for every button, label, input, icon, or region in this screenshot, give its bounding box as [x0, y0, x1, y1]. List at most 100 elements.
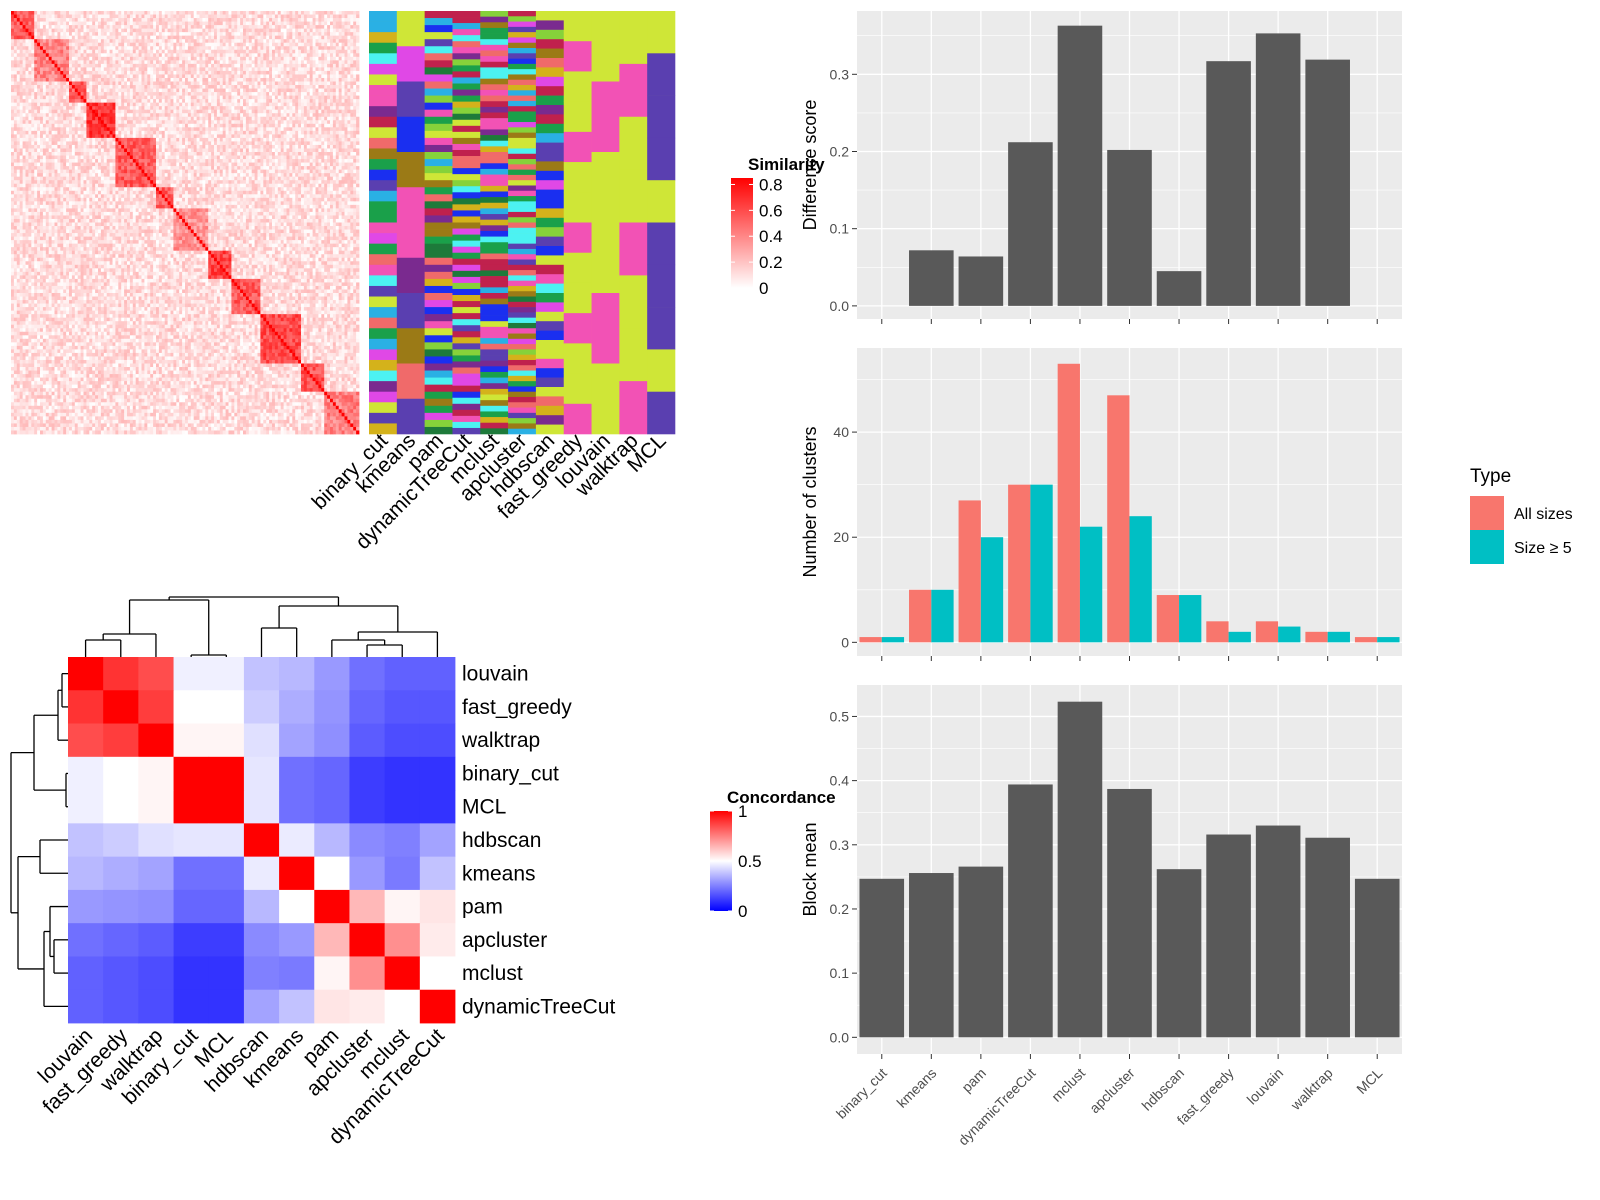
similarity-cell: [144, 88, 148, 93]
similarity-cell: [179, 70, 183, 75]
similarity-cell: [45, 46, 50, 51]
similarity-cell: [34, 123, 38, 128]
similarity-cell: [353, 113, 357, 118]
similarity-cell: [60, 116, 64, 121]
similarity-cell: [57, 39, 61, 44]
similarity-cell: [234, 113, 238, 118]
similarity-cell: [57, 63, 61, 68]
similarity-cell: [222, 88, 226, 93]
similarity-cell: [156, 155, 160, 160]
similarity-cell: [22, 99, 26, 104]
similarity-cell: [309, 49, 313, 54]
similarity-cell: [106, 106, 110, 111]
similarity-cell: [327, 32, 331, 37]
similarity-cell: [48, 120, 52, 125]
similarity-cell: [193, 144, 197, 149]
similarity-cell: [16, 95, 21, 100]
similarity-cell: [129, 77, 134, 82]
similarity-cell: [80, 113, 84, 118]
similarity-cell: [48, 77, 52, 82]
similarity-cell: [315, 39, 319, 44]
similarity-cell: [28, 127, 32, 132]
similarity-cell: [228, 99, 232, 104]
similarity-cell: [335, 127, 340, 132]
similarity-cell: [28, 46, 32, 51]
similarity-cell: [118, 102, 122, 107]
similarity-cell: [312, 81, 316, 86]
similarity-cell: [16, 88, 21, 93]
similarity-cell: [254, 18, 258, 22]
similarity-cell: [205, 18, 209, 22]
similarity-cell: [150, 63, 154, 68]
similarity-cell: [356, 74, 360, 79]
similarity-cell: [86, 130, 90, 135]
similarity-cell: [112, 35, 116, 40]
similarity-cell: [124, 152, 128, 156]
similarity-cell: [34, 70, 38, 75]
similarity-cell: [158, 113, 163, 118]
similarity-cell: [211, 39, 215, 44]
similarity-cell: [164, 123, 168, 128]
similarity-cell: [309, 113, 313, 118]
similarity-cell: [109, 25, 113, 30]
similarity-cell: [237, 95, 241, 100]
similarity-cell: [263, 141, 267, 146]
similarity-cell: [19, 74, 23, 79]
similarity-cell: [234, 11, 238, 15]
similarity-cell: [124, 113, 128, 118]
similarity-cell: [341, 77, 345, 82]
similarity-cell: [182, 88, 186, 93]
similarity-cell: [83, 127, 87, 132]
similarity-cell: [301, 148, 305, 153]
similarity-cell: [347, 113, 351, 118]
similarity-cell: [63, 74, 67, 79]
similarity-cell: [71, 25, 76, 30]
similarity-cell: [40, 18, 44, 22]
similarity-cell: [60, 53, 64, 58]
similarity-cell: [63, 106, 67, 111]
similarity-cell: [295, 141, 299, 146]
similarity-cell: [153, 144, 157, 149]
similarity-cell: [347, 11, 351, 15]
similarity-cell: [187, 113, 192, 118]
similarity-cell: [153, 106, 157, 111]
similarity-cell: [243, 106, 247, 111]
similarity-cell: [132, 39, 137, 44]
similarity-cell: [28, 155, 32, 160]
similarity-cell: [257, 144, 261, 149]
similarity-cell: [45, 77, 50, 82]
similarity-cell: [245, 60, 250, 65]
similarity-cell: [199, 56, 203, 61]
similarity-cell: [251, 70, 255, 75]
similarity-cell: [240, 39, 244, 44]
similarity-cell: [347, 46, 351, 51]
similarity-cell: [95, 63, 99, 68]
similarity-cell: [144, 35, 148, 40]
similarity-cell: [214, 95, 218, 100]
similarity-cell: [263, 53, 267, 58]
similarity-cell: [71, 49, 76, 54]
similarity-cell: [263, 106, 267, 111]
similarity-cell: [100, 28, 105, 33]
similarity-cell: [190, 109, 195, 114]
similarity-cell: [124, 53, 128, 58]
similarity-cell: [170, 21, 174, 26]
similarity-cell: [86, 35, 90, 40]
similarity-cell: [356, 99, 360, 104]
similarity-cell: [332, 116, 337, 121]
similarity-cell: [153, 14, 157, 19]
similarity-cell: [129, 32, 134, 37]
similarity-cell: [187, 130, 192, 135]
similarity-cell: [347, 116, 351, 121]
similarity-cell: [274, 99, 279, 104]
similarity-cell: [234, 35, 238, 40]
similarity-cell: [263, 32, 267, 37]
similarity-cell: [60, 102, 64, 107]
similarity-cell: [153, 74, 157, 79]
similarity-cell: [353, 148, 357, 153]
similarity-cell: [150, 152, 154, 156]
similarity-cell: [158, 25, 163, 30]
similarity-cell: [283, 148, 287, 153]
similarity-cell: [179, 46, 183, 51]
similarity-cell: [202, 21, 206, 26]
